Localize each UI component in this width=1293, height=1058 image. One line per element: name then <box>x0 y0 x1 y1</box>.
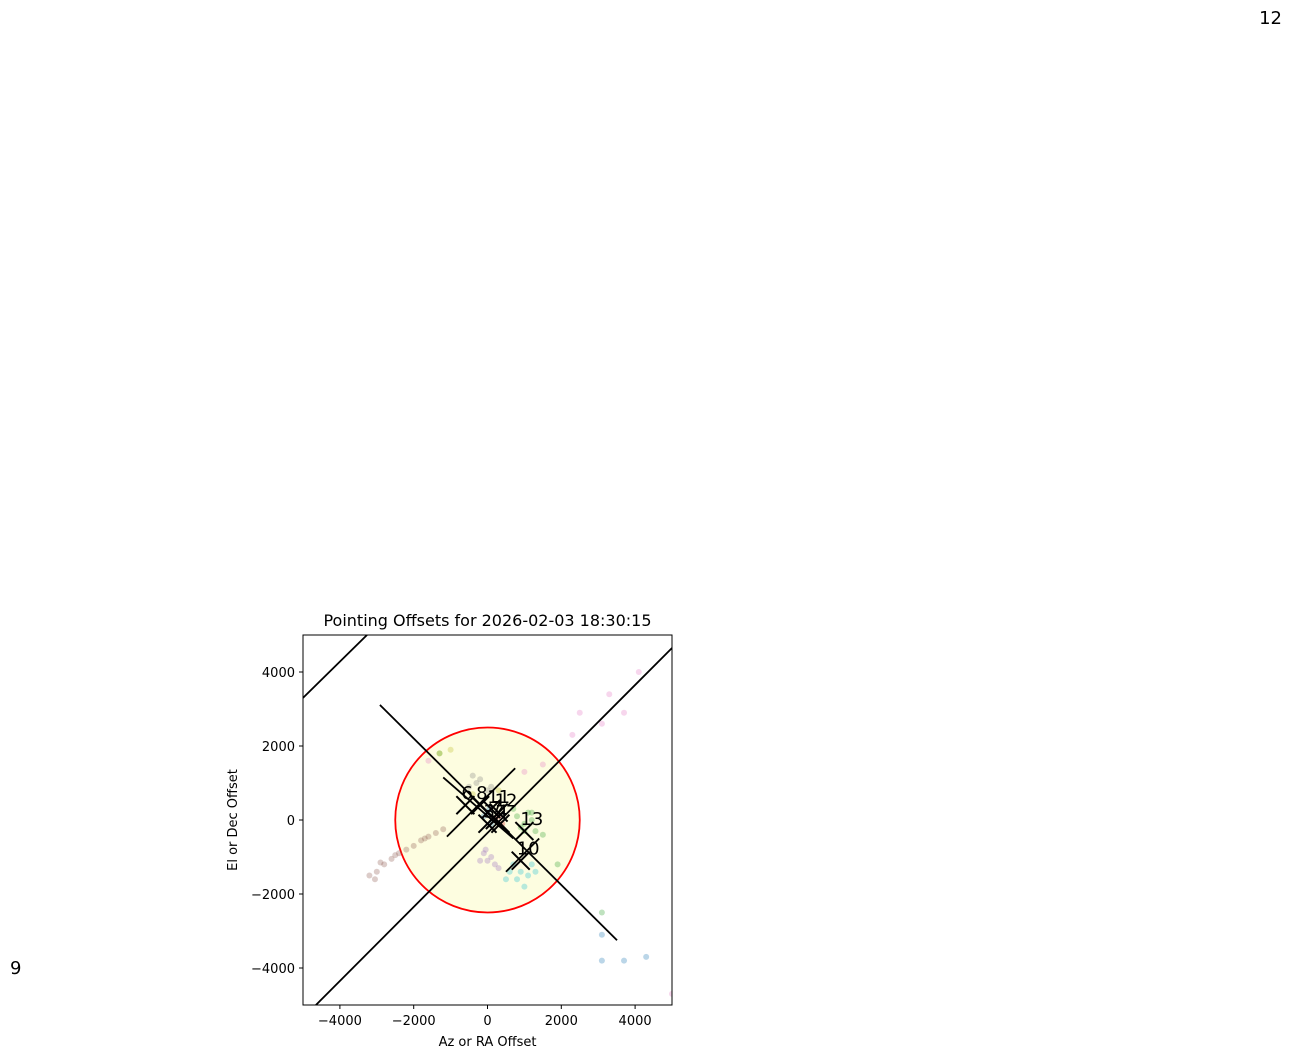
point <box>392 852 399 859</box>
point <box>669 990 672 997</box>
point <box>388 855 395 862</box>
pointing-circle <box>394 726 581 914</box>
point <box>525 872 532 879</box>
x-marker <box>511 850 531 871</box>
y-axis-label: El or Dec Offset <box>226 769 241 871</box>
point <box>532 828 539 835</box>
point <box>410 842 417 849</box>
point <box>598 720 605 727</box>
point <box>447 746 454 753</box>
marker-label: 11 <box>487 787 510 808</box>
point <box>521 768 528 775</box>
x-axis-label: Az or RA Offset <box>439 1035 537 1050</box>
point <box>576 709 583 716</box>
annotation: 9 <box>10 958 22 979</box>
point <box>621 957 628 964</box>
point <box>381 861 388 868</box>
point <box>495 865 502 872</box>
point <box>517 868 524 875</box>
point <box>371 876 378 883</box>
fit-line <box>446 767 516 838</box>
point <box>473 780 480 786</box>
point <box>491 861 498 868</box>
point <box>403 846 410 853</box>
point <box>484 787 491 794</box>
point <box>366 872 373 879</box>
point <box>635 669 642 675</box>
point <box>482 846 489 853</box>
point <box>477 776 484 783</box>
point <box>643 953 650 960</box>
marker-label: 7 <box>491 798 502 819</box>
point <box>488 854 495 860</box>
point <box>598 909 605 916</box>
point <box>480 850 487 857</box>
point <box>440 826 447 833</box>
point <box>514 876 521 883</box>
marker-label: 8 <box>476 783 487 804</box>
chart-title: Pointing Offsets for 2026-02-03 18:30:15 <box>323 611 651 630</box>
point <box>539 761 546 768</box>
point <box>425 757 432 764</box>
point <box>532 868 539 875</box>
y-tick-label: −4000 <box>251 962 295 977</box>
fit-line <box>315 647 672 1005</box>
point <box>521 820 528 827</box>
point <box>502 876 509 883</box>
marker-label: 6 <box>461 783 472 804</box>
x-marker <box>514 821 535 841</box>
y-tick-label: 4000 <box>262 666 295 681</box>
point <box>521 883 528 890</box>
x-marker <box>477 813 498 834</box>
point <box>528 817 535 823</box>
point <box>606 691 613 698</box>
point <box>621 709 628 716</box>
marker-label: 10 <box>517 839 540 860</box>
marker-label: 12 <box>495 791 518 812</box>
x-tick-label: 0 <box>483 1014 491 1029</box>
point <box>528 861 535 868</box>
y-tick-label: 0 <box>287 814 295 829</box>
point <box>432 829 439 836</box>
point <box>598 931 605 938</box>
point <box>436 750 443 757</box>
point <box>598 957 605 964</box>
point <box>466 783 473 790</box>
point <box>377 859 384 866</box>
point <box>525 809 532 816</box>
point <box>477 857 484 864</box>
point <box>528 809 535 816</box>
point <box>395 850 402 857</box>
point <box>554 861 561 868</box>
point <box>469 772 476 779</box>
point <box>421 835 428 842</box>
fit-line <box>505 837 540 873</box>
point <box>539 831 546 838</box>
marker-label: 13 <box>520 809 543 830</box>
y-tick-label: 2000 <box>262 740 295 755</box>
point <box>569 731 576 738</box>
point <box>488 783 495 790</box>
point <box>418 837 425 844</box>
point <box>436 750 443 757</box>
point <box>373 868 380 875</box>
marker-label: 3 <box>484 802 495 823</box>
x-marker <box>455 795 476 815</box>
point <box>514 813 521 820</box>
annotation: 12 <box>1259 8 1282 29</box>
x-tick-label: 2000 <box>545 1014 578 1029</box>
x-tick-label: 4000 <box>619 1014 652 1029</box>
x-tick-label: −4000 <box>318 1014 362 1029</box>
marker-label: 4 <box>496 802 507 823</box>
point <box>495 787 502 794</box>
y-tick-label: −2000 <box>251 888 295 903</box>
fit-line <box>303 635 368 699</box>
x-tick-label: −2000 <box>392 1014 436 1029</box>
point <box>484 857 491 864</box>
point <box>425 833 432 840</box>
